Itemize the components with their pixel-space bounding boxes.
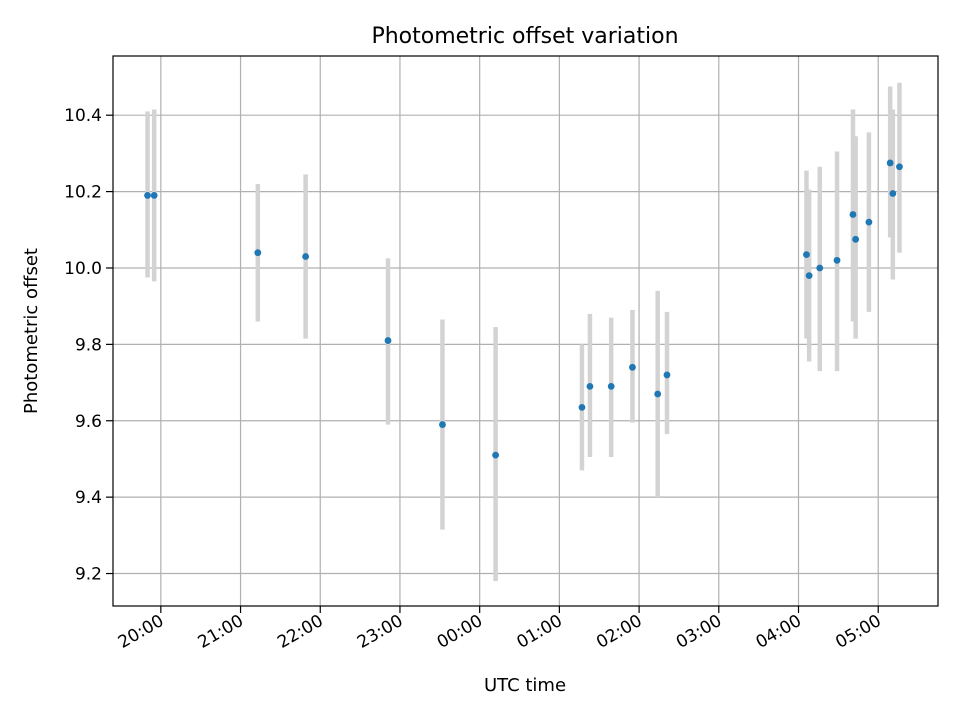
y-tick-label: 9.8 [75, 335, 102, 355]
data-point [654, 390, 662, 398]
data-point [816, 264, 824, 272]
data-point [865, 218, 873, 226]
data-point [852, 235, 860, 243]
data-point [439, 421, 446, 428]
y-tick-label: 10.0 [64, 259, 102, 279]
y-tick-label: 9.2 [75, 565, 102, 585]
data-point [150, 192, 158, 199]
data-point [144, 192, 151, 199]
data-point [607, 382, 615, 390]
chart-title: Photometric offset variation [371, 24, 678, 49]
data-point [886, 159, 894, 167]
data-point [384, 337, 392, 344]
grid [113, 56, 938, 606]
data-point [302, 253, 310, 260]
data-point [889, 190, 897, 197]
data-point [803, 251, 810, 259]
y-tick-label: 9.6 [75, 412, 102, 432]
data-point [629, 363, 636, 371]
data-point [578, 403, 586, 411]
y-tick-label: 10.2 [64, 183, 102, 203]
data-point [849, 211, 857, 218]
data-point [896, 163, 903, 171]
data-point [254, 249, 262, 257]
plot-frame [112, 55, 939, 607]
x-axis-label: UTC time [484, 675, 566, 696]
data-point [663, 371, 671, 379]
data-points [144, 159, 903, 459]
plot-area [113, 56, 938, 606]
y-axis-ticks: 9.2 9.4 9.6 9.8 10.0 10.2 10.4 [64, 106, 113, 585]
y-tick-label: 9.4 [75, 488, 102, 508]
data-point [586, 382, 594, 390]
data-point [492, 451, 500, 459]
data-point [805, 272, 813, 280]
y-axis-label: Photometric offset [21, 248, 42, 414]
data-point [833, 256, 841, 264]
y-tick-label: 10.4 [64, 106, 102, 126]
